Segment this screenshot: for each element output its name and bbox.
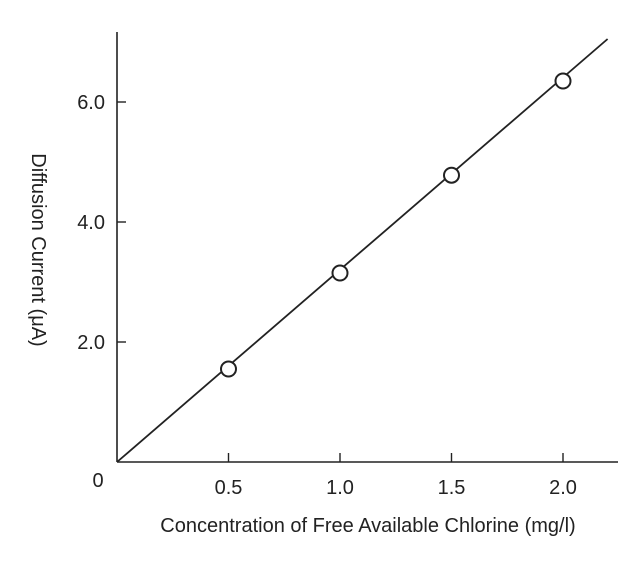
axes	[116, 32, 618, 463]
y-axis-title: Diffusion Current (μA)	[27, 153, 49, 346]
x-tick-label: 1.5	[438, 477, 466, 499]
x-tick-label: 1.0	[326, 477, 354, 499]
origin-label: 0	[92, 470, 103, 492]
x-axis-title: Concentration of Free Available Chlorine…	[160, 515, 575, 537]
y-tick-label: 2.0	[77, 332, 105, 354]
y-tick-label: 6.0	[77, 92, 105, 114]
ticks: 0.5 1.0 1.5 2.0 2.0 4.0 6.0	[77, 92, 577, 499]
data-point	[554, 72, 572, 90]
fit-line-layer	[116, 38, 609, 463]
data-points	[220, 72, 572, 378]
y-tick-label: 4.0	[77, 212, 105, 234]
data-point	[443, 166, 460, 184]
fit-line	[116, 38, 609, 463]
x-tick-label: 0.5	[215, 477, 243, 499]
data-point	[220, 360, 237, 378]
data-point	[331, 264, 349, 282]
x-tick-label: 2.0	[549, 477, 577, 499]
